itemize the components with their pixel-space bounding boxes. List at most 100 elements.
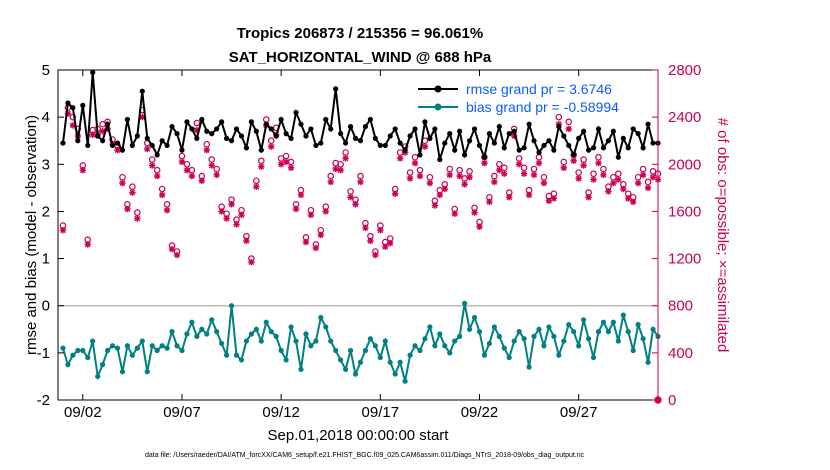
bias-point (278, 347, 284, 354)
bias-point (595, 329, 602, 335)
rmse-point (318, 140, 324, 146)
obs-assimilated-marker (238, 211, 245, 219)
rmse-point (114, 140, 121, 146)
rmse-point (293, 109, 299, 116)
rmse-point (119, 147, 126, 153)
obs-assimilated-marker (634, 179, 642, 187)
rmse-point (486, 131, 493, 137)
obs-assimilated-marker (173, 251, 181, 259)
obs-assimilated-marker (580, 162, 587, 169)
obs-assimilated-marker (421, 143, 429, 150)
bias-point (590, 354, 597, 361)
obs-assimilated-marker (168, 245, 176, 253)
rmse-point (447, 131, 453, 137)
bias-point (298, 366, 304, 372)
bias-point (392, 371, 398, 377)
bias-point (551, 333, 557, 339)
rmse-point (605, 138, 612, 144)
bias-point (496, 333, 502, 339)
rmse-point (397, 140, 403, 146)
obs-assimilated-marker (451, 210, 458, 217)
rmse-point (427, 135, 433, 141)
rmse-point (496, 123, 502, 130)
rmse-point (199, 116, 205, 123)
rmse-point (352, 135, 359, 141)
rmse-point (382, 142, 388, 149)
rmse-point (367, 116, 373, 123)
obs-assimilated-marker (416, 172, 424, 180)
bias-point (119, 369, 126, 375)
rmse-point (610, 128, 616, 134)
rmse-point (333, 86, 339, 92)
chart-title-line2: SAT_HORIZONTAL_WIND @ 688 hPa (229, 49, 492, 66)
bias-point (228, 303, 235, 309)
obs-assimilated-marker (610, 179, 617, 187)
bias-point (427, 324, 433, 330)
bias-point (293, 338, 299, 344)
rmse-point (228, 138, 235, 144)
rmse-point (536, 149, 542, 156)
obs-assimilated-marker (84, 241, 91, 248)
bias-point (546, 324, 552, 330)
rmse-point (407, 133, 413, 139)
bias-point (283, 357, 289, 363)
obs-assimilated-marker (406, 175, 414, 182)
rmse-point (258, 147, 264, 153)
rmse-point (630, 126, 636, 132)
rmse-point (541, 142, 547, 149)
bias-point (372, 343, 378, 349)
bias-point (179, 347, 185, 354)
obs-assimilated-marker (476, 223, 483, 230)
obs-assimilated-marker (277, 161, 285, 168)
rmse-point (129, 142, 135, 149)
obs-assimilated-marker (114, 146, 121, 154)
rmse-point (452, 147, 458, 153)
rmse-point (268, 126, 274, 132)
obs-possible-marker (565, 118, 573, 126)
rmse-point (288, 135, 294, 141)
bias-point (194, 333, 200, 339)
rmse-point (625, 145, 631, 151)
bias-point (144, 369, 150, 375)
rmse-point (159, 138, 165, 144)
bias-point (100, 362, 106, 368)
bias-point (268, 329, 274, 335)
bias-point (382, 338, 388, 344)
rmse-point (298, 121, 304, 127)
footnote: data file: /Users/raeder/DAI/ATM_forcXX/… (145, 452, 585, 459)
bias-point (620, 312, 626, 318)
bias-point (209, 317, 215, 323)
bias-point (466, 326, 473, 332)
rmse-point (615, 154, 621, 160)
bias-point (124, 343, 131, 349)
bias-point (576, 343, 582, 349)
obs-assimilated-marker (565, 125, 572, 133)
obs-assimilated-marker (312, 244, 320, 252)
obs-assimilated-marker (377, 227, 384, 234)
bias-point (536, 326, 542, 332)
rmse-point (60, 140, 66, 146)
rmse-point (169, 123, 175, 130)
rmse-point (442, 140, 448, 146)
rmse-point (387, 133, 393, 139)
obs-assimilated-marker (535, 159, 543, 167)
obs-assimilated-marker (486, 198, 493, 206)
bias-point (347, 347, 354, 354)
obs-assimilated-marker (297, 191, 305, 199)
obs-assimilated-marker (134, 215, 141, 222)
bias-point (640, 336, 646, 342)
rmse-point (283, 131, 289, 137)
rmse-point (595, 126, 602, 132)
bias-point (491, 324, 497, 330)
rmse-point (328, 126, 334, 132)
bias-point (159, 343, 165, 349)
rmse-point (635, 131, 641, 137)
rmse-point (243, 145, 250, 151)
bias-point (635, 321, 641, 328)
bias-point (585, 336, 592, 342)
obs-assimilated-marker (625, 195, 632, 202)
obs-assimilated-marker (540, 179, 548, 187)
rmse-point (556, 123, 562, 130)
rmse-point (263, 121, 269, 127)
bias-point (605, 329, 612, 335)
